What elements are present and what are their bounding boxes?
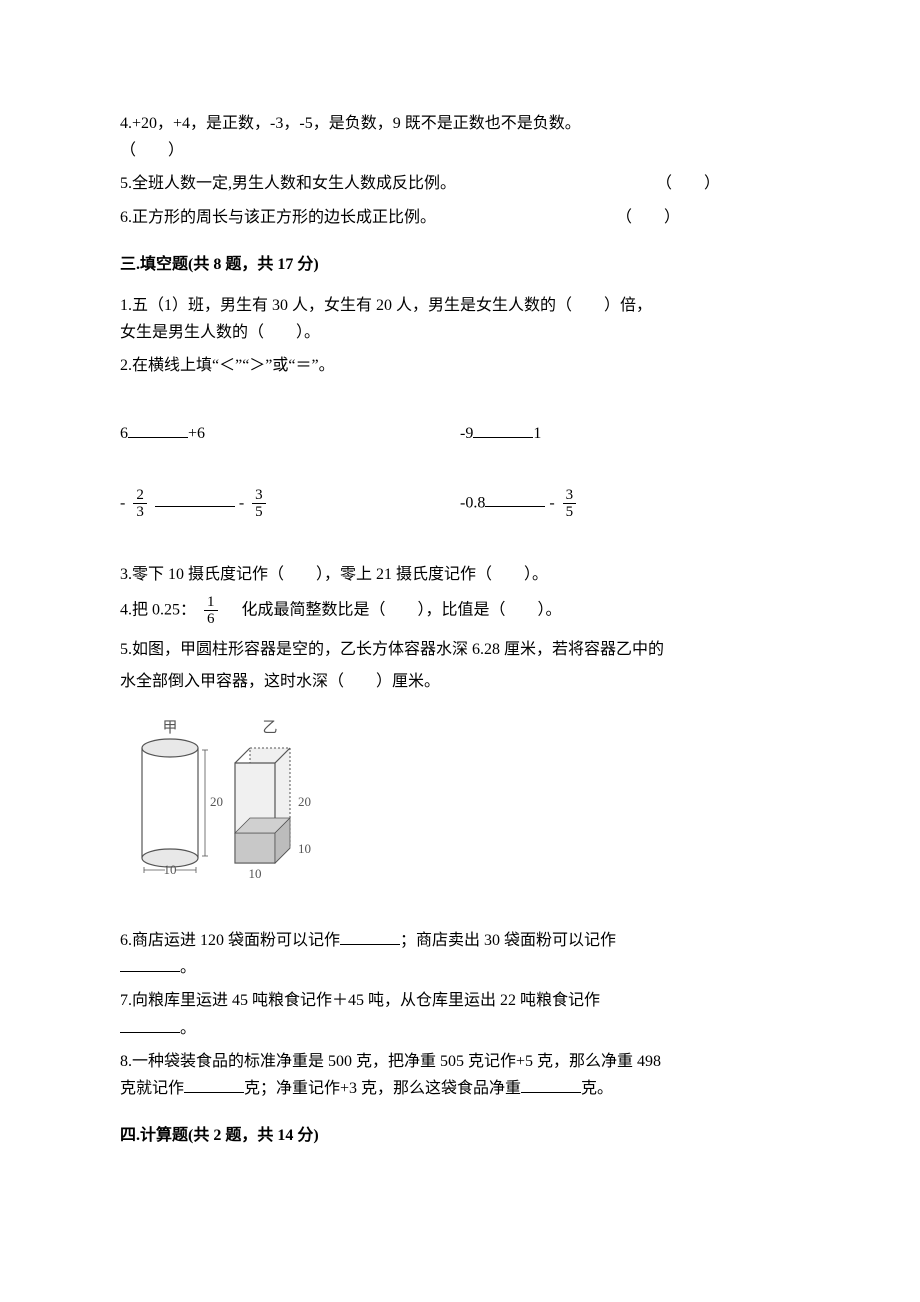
s3-q6-a: 6.商店运进 120 袋面粉可以记作 — [120, 932, 340, 949]
s3-q4-a: 4.把 0.25： — [120, 602, 196, 619]
cmp3-left-sign: - — [120, 494, 129, 511]
cmp1-right: +6 — [188, 425, 205, 442]
cmp3-right-sign: - — [239, 494, 248, 511]
cmp3-right-frac: 35 — [252, 487, 266, 521]
fig-cyl-w: 10 — [164, 862, 177, 877]
section4-header: 四.计算题(共 2 题，共 14 分) — [120, 1122, 800, 1149]
cuboid-water-front — [235, 833, 275, 863]
cmp1-blank — [128, 421, 188, 438]
fig-cub-w: 10 — [249, 866, 262, 881]
s2-q4: 4.+20，+4，是正数，-3，-5，是负数，9 既不是正数也不是负数。 （ ） — [120, 110, 800, 164]
s3-q1-line2: 女生是男生人数的（ ）。 — [120, 319, 800, 346]
s2-q4-blank: （ ） — [120, 137, 800, 164]
fig-label-b: 乙 — [262, 720, 277, 736]
s3-q4-frac: 16 — [204, 594, 218, 628]
containers-svg: 甲 20 10 乙 — [120, 718, 340, 888]
s3-q5-b: 水全部倒入甲容器，这时水深（ ）厘米。 — [120, 666, 800, 698]
s3-q4-num: 1 — [204, 594, 218, 612]
compare-3: - 23 - 35 — [120, 487, 460, 521]
s3-q8: 8.一种袋装食品的标准净重是 500 克，把净重 505 克记作+5 克，那么净… — [120, 1048, 800, 1102]
s2-q6-blank: （ ） — [616, 204, 680, 231]
s3-q4-den: 6 — [204, 611, 218, 628]
s3-q1-line1: 1.五（1）班，男生有 30 人，女生有 20 人，男生是女生人数的（ ）倍， — [120, 292, 800, 319]
cmp4-right-sign: - — [549, 494, 558, 511]
fig-cub-d: 10 — [298, 841, 311, 856]
cmp2-left: -9 — [460, 425, 473, 442]
s2-q4-text: 4.+20，+4，是正数，-3，-5，是负数，9 既不是正数也不是负数。 — [120, 115, 581, 132]
s3-q3: 3.零下 10 摄氏度记作（ ），零上 21 摄氏度记作（ ）。 — [120, 561, 800, 588]
s2-q6: 6.正方形的周长与该正方形的边长成正比例。 （ ） — [120, 204, 800, 231]
s3-q4: 4.把 0.25： 16 化成最简整数比是（ ），比值是（ ）。 — [120, 594, 800, 628]
cmp2-right: 1 — [533, 425, 541, 442]
s3-q8-blank2 — [521, 1076, 581, 1093]
compare-2: -9 1 — [460, 420, 800, 447]
cylinder-top — [142, 739, 198, 757]
cmp1-left: 6 — [120, 425, 128, 442]
s3-q7-a: 7.向粮库里运进 45 吨粮食记作＋45 吨，从仓库里运出 22 吨粮食记作 — [120, 992, 600, 1009]
s3-q4-b: 化成最简整数比是（ ），比值是（ ）。 — [226, 602, 562, 619]
compare-row-2: - 23 - 35 -0.8 - 35 — [120, 487, 800, 521]
cmp4-left: -0.8 — [460, 494, 485, 511]
s2-q5-text: 5.全班人数一定,男生人数和女生人数成反比例。 — [120, 175, 456, 192]
cmp3-left-den: 3 — [133, 504, 147, 521]
containers-figure: 甲 20 10 乙 — [120, 718, 800, 897]
s2-q5: 5.全班人数一定,男生人数和女生人数成反比例。 （ ） — [120, 170, 800, 197]
s3-q8-d: 克。 — [581, 1080, 613, 1097]
cmp3-right-num: 3 — [252, 487, 266, 505]
cmp3-right-den: 5 — [252, 504, 266, 521]
cmp2-blank — [473, 421, 533, 438]
cmp3-blank — [155, 490, 235, 507]
section3-header: 三.填空题(共 8 题，共 17 分) — [120, 251, 800, 278]
s3-q8-c: 克；净重记作+3 克，那么这袋食品净重 — [244, 1080, 521, 1097]
fig-label-a: 甲 — [162, 720, 177, 736]
s3-q6: 6.商店运进 120 袋面粉可以记作 ；商店卖出 30 袋面粉可以记作 。 — [120, 927, 800, 981]
s3-q7-b: 。 — [180, 1020, 196, 1037]
s3-q5-a: 5.如图，甲圆柱形容器是空的，乙长方体容器水深 6.28 厘米，若将容器乙中的 — [120, 634, 800, 666]
s3-q8-a: 8.一种袋装食品的标准净重是 500 克，把净重 505 克记作+5 克，那么净… — [120, 1048, 800, 1075]
compare-row-1: 6 +6 -9 1 — [120, 420, 800, 447]
s3-q7-blank — [120, 1016, 180, 1033]
s3-q2-text: 2.在横线上填“＜”“＞”或“＝”。 — [120, 352, 800, 379]
s2-q5-blank: （ ） — [656, 170, 720, 197]
s3-q6-blank1 — [340, 928, 400, 945]
cmp4-right-num: 3 — [563, 487, 577, 505]
fig-cyl-h: 20 — [210, 794, 223, 809]
cmp4-right-den: 5 — [563, 504, 577, 521]
s3-q6-c: 。 — [180, 959, 196, 976]
s3-q6-b: ；商店卖出 30 袋面粉可以记作 — [400, 932, 616, 949]
cmp3-left-frac: 23 — [133, 487, 147, 521]
s3-q8-blank1 — [184, 1076, 244, 1093]
s2-q6-text: 6.正方形的周长与该正方形的边长成正比例。 — [120, 209, 436, 226]
fig-cub-h: 20 — [298, 794, 311, 809]
page-content: 4.+20，+4，是正数，-3，-5，是负数，9 既不是正数也不是负数。 （ ）… — [0, 0, 920, 1223]
cmp4-blank — [485, 490, 545, 507]
s3-q2: 2.在横线上填“＜”“＞”或“＝”。 — [120, 352, 800, 379]
s3-q8-b: 克就记作 — [120, 1080, 184, 1097]
s3-q7: 7.向粮库里运进 45 吨粮食记作＋45 吨，从仓库里运出 22 吨粮食记作 。 — [120, 987, 800, 1041]
s3-q5: 5.如图，甲圆柱形容器是空的，乙长方体容器水深 6.28 厘米，若将容器乙中的 … — [120, 634, 800, 698]
cmp3-left-num: 2 — [133, 487, 147, 505]
compare-1: 6 +6 — [120, 420, 460, 447]
s3-q6-blank2 — [120, 955, 180, 972]
cmp4-right-frac: 35 — [563, 487, 577, 521]
compare-4: -0.8 - 35 — [460, 487, 800, 521]
s3-q1: 1.五（1）班，男生有 30 人，女生有 20 人，男生是女生人数的（ ）倍， … — [120, 292, 800, 346]
